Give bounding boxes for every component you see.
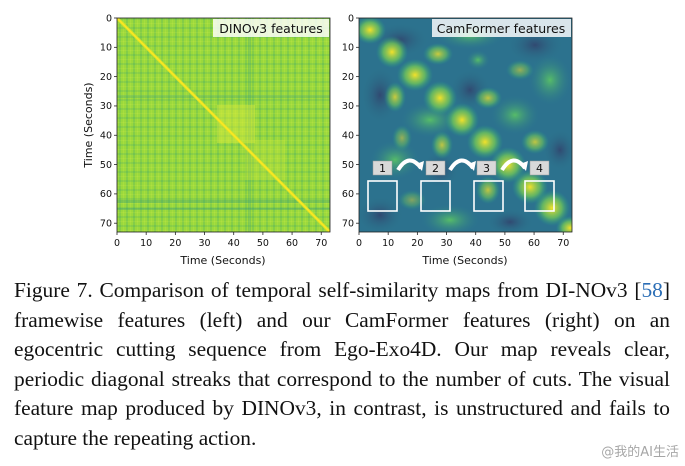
y-tick-label: 70 xyxy=(100,219,112,230)
y-tick-label: 60 xyxy=(100,189,112,200)
y-tick-label: 70 xyxy=(342,219,354,230)
cut-label-2: 2 xyxy=(432,162,439,175)
y-tick-label: 0 xyxy=(106,13,112,24)
camformer-title: CamFormer features xyxy=(437,21,566,36)
x-tick-label: 10 xyxy=(140,238,152,249)
cut-region-box xyxy=(473,180,504,212)
dinov3-title: DINOv3 features xyxy=(219,21,322,36)
y-tick-label: 50 xyxy=(342,160,354,171)
cut-label-box xyxy=(529,160,550,176)
x-tick-label: 20 xyxy=(411,238,423,249)
citation-link[interactable]: 58 xyxy=(641,278,663,302)
figure-7: DINOv3 features xyxy=(82,13,573,267)
cut-region-box xyxy=(367,180,398,212)
arrow-head-icon xyxy=(520,161,528,171)
arrow-head-icon xyxy=(416,161,424,171)
y-tick-label: 10 xyxy=(342,43,354,54)
x-tick-label: 40 xyxy=(228,238,240,249)
camformer-title-box xyxy=(432,19,571,37)
dinov3-heatmap xyxy=(117,18,330,232)
dinov3-title-box xyxy=(213,19,329,37)
y-tick-label: 50 xyxy=(100,160,112,171)
cut-label-3: 3 xyxy=(483,162,490,175)
cut-label-1: 1 xyxy=(379,162,386,175)
y-tick-label: 30 xyxy=(100,101,112,112)
cut-label-box xyxy=(476,160,497,176)
x-tick-label: 50 xyxy=(499,238,511,249)
x-tick-label: 70 xyxy=(315,238,327,249)
y-tick-label: 40 xyxy=(100,131,112,142)
cut-region-box xyxy=(420,180,451,212)
x-tick-label: 60 xyxy=(528,238,540,249)
x-tick-label: 10 xyxy=(382,238,394,249)
cut-region-box xyxy=(524,180,555,212)
right-xlabel: Time (Seconds) xyxy=(421,254,507,267)
y-tick-label: 60 xyxy=(342,189,354,200)
axes: 0010102020303040405050606070700010102020… xyxy=(100,13,569,249)
x-tick-label: 70 xyxy=(557,238,569,249)
x-tick-label: 30 xyxy=(198,238,210,249)
x-tick-label: 20 xyxy=(169,238,181,249)
watermark: @我的AI生活 xyxy=(601,445,679,460)
x-tick-label: 50 xyxy=(257,238,269,249)
left-xlabel: Time (Seconds) xyxy=(179,254,265,267)
caption-rest: ] framewise features (left) and our CamF… xyxy=(14,278,670,450)
x-tick-label: 0 xyxy=(114,238,120,249)
caption-lead: Figure 7. Comparison of temporal self-si… xyxy=(14,278,642,302)
figure-caption: Figure 7. Comparison of temporal self-si… xyxy=(14,276,670,454)
x-tick-label: 0 xyxy=(356,238,362,249)
arrow-head-icon xyxy=(468,161,476,171)
y-tick-label: 30 xyxy=(342,101,354,112)
camformer-heatmap xyxy=(359,18,572,232)
x-tick-label: 60 xyxy=(286,238,298,249)
y-tick-label: 40 xyxy=(342,131,354,142)
cut-annotations: 1 2 3 4 xyxy=(367,158,555,212)
cut-label-box xyxy=(372,160,393,176)
figure-svg: DINOv3 features xyxy=(82,13,573,267)
left-ylabel: Time (Seconds) xyxy=(82,82,95,168)
y-tick-label: 20 xyxy=(342,72,354,83)
cut-label-4: 4 xyxy=(536,162,543,175)
x-tick-label: 40 xyxy=(470,238,482,249)
y-tick-label: 20 xyxy=(100,72,112,83)
y-tick-label: 0 xyxy=(348,13,354,24)
x-tick-label: 30 xyxy=(440,238,452,249)
cut-label-box xyxy=(425,160,446,176)
y-tick-label: 10 xyxy=(100,43,112,54)
